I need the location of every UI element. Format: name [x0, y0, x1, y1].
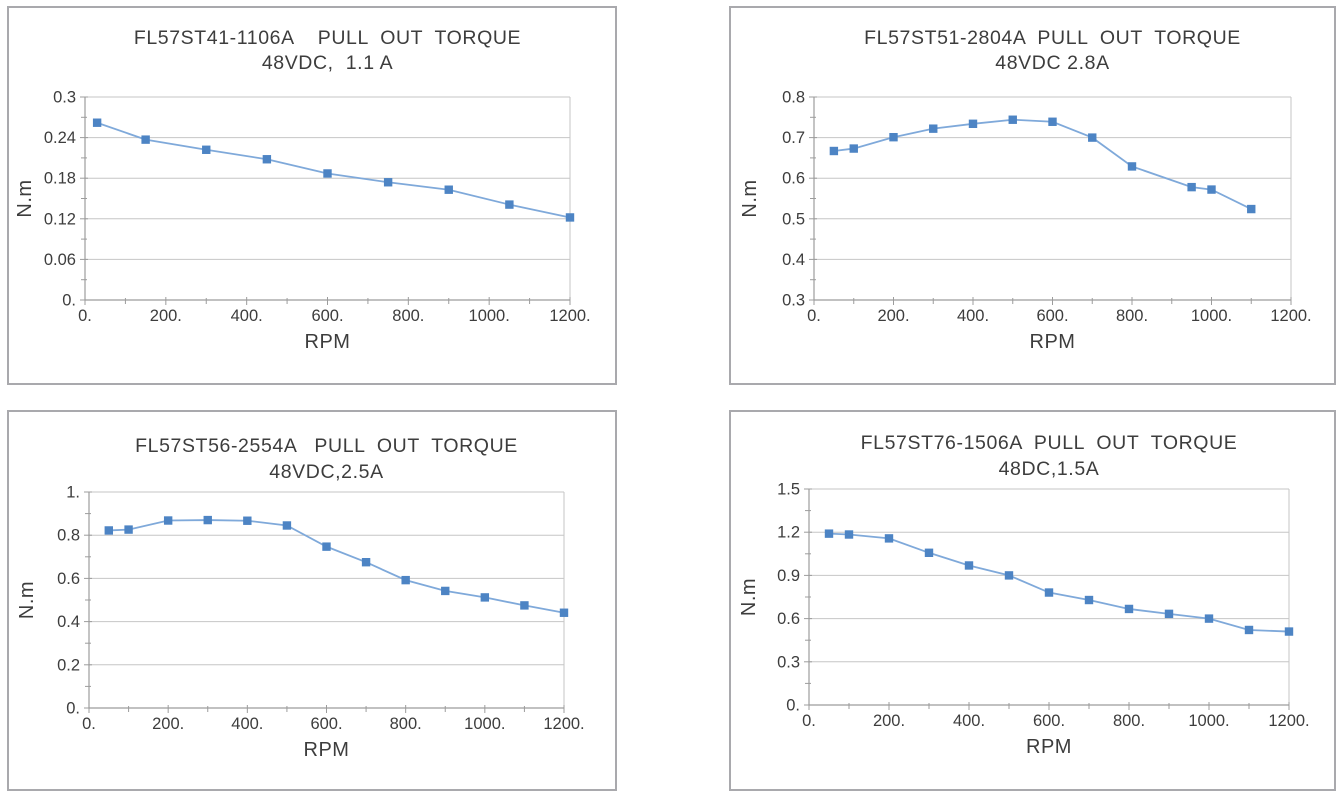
svg-text:600.: 600. [311, 307, 343, 325]
svg-text:0.: 0. [82, 715, 96, 733]
svg-text:0.3: 0.3 [777, 653, 800, 671]
chart-title-line1: FL57ST76-1506A PULL OUT TORQUE [861, 432, 1238, 454]
svg-text:400.: 400. [953, 712, 985, 730]
svg-text:0.4: 0.4 [782, 251, 805, 269]
chart-title-line1: FL57ST56-2554A PULL OUT TORQUE [135, 435, 518, 457]
chart-panel-fl57st51-2804a: 0.3 0.4 0.5 0.6 0.7 0.8 0. 200. 400. 600. 800. 1000… [729, 6, 1336, 385]
chart-title-line2: 48VDC, 1.1 A [262, 52, 393, 74]
svg-text:0.9: 0.9 [777, 567, 800, 585]
chart-panel-fl57st76-1506a: 0. 0.3 0.6 0.9 1.2 1.5 0. 200. 400. 600. 800. 1000.… [729, 410, 1336, 791]
chart-plot-area: 0. 0.3 0.6 0.9 1.2 1.5 0. 200. 400. 600. 800. 1000.… [777, 481, 1310, 731]
svg-text:400.: 400. [957, 307, 989, 325]
svg-text:0.3: 0.3 [782, 292, 805, 310]
svg-text:0.5: 0.5 [782, 210, 805, 228]
svg-text:200.: 200. [873, 712, 905, 730]
chart-plot-area: 0. 0.06 0.12 0.18 0.24 0.3 0. 200. 400. 600. 800. 1… [44, 89, 591, 326]
svg-text:0.06: 0.06 [44, 251, 76, 269]
svg-text:1000.: 1000. [1191, 307, 1232, 325]
svg-text:800.: 800. [1116, 307, 1148, 325]
svg-text:800.: 800. [390, 715, 422, 733]
chart-title-line2: 48DC,1.5A [999, 458, 1100, 480]
chart-title-line2: 48VDC,2.5A [269, 461, 383, 483]
svg-text:0.: 0. [78, 307, 92, 325]
chart-title-line1: FL57ST41-1106A PULL OUT TORQUE [134, 27, 521, 49]
svg-text:1.5: 1.5 [777, 481, 800, 499]
svg-text:0.2: 0.2 [57, 656, 80, 674]
svg-text:1200.: 1200. [1270, 307, 1311, 325]
y-axis-label: N.m [738, 578, 760, 616]
x-axis-label: RPM [305, 331, 351, 353]
svg-text:0.: 0. [66, 700, 80, 718]
svg-text:1200.: 1200. [1268, 712, 1309, 730]
svg-text:0.: 0. [62, 292, 76, 310]
y-axis-label: N.m [16, 581, 38, 619]
chart-title-line2: 48VDC 2.8A [995, 52, 1109, 74]
chart-plot-area: 0. 0.2 0.4 0.6 0.8 1. 0. 200. 400. 600. 800. 1000. 1… [57, 484, 585, 734]
chart-panel-fl57st41-1106a: 0. 0.06 0.12 0.18 0.24 0.3 0. 200. 400. 600. 800. 1… [7, 6, 617, 385]
svg-text:400.: 400. [231, 307, 263, 325]
svg-text:200.: 200. [150, 307, 182, 325]
svg-text:200.: 200. [152, 715, 184, 733]
torque-chart-fl57st51-2804a: 0.3 0.4 0.5 0.6 0.7 0.8 0. 200. 400. 600. 800. 1000… [739, 27, 1312, 353]
svg-text:1000.: 1000. [464, 715, 505, 733]
svg-text:600.: 600. [1033, 712, 1065, 730]
svg-text:0.: 0. [786, 697, 800, 715]
torque-chart-fl57st76-1506a: 0. 0.3 0.6 0.9 1.2 1.5 0. 200. 400. 600. 800. 1000.… [738, 432, 1310, 758]
svg-text:1.2: 1.2 [777, 524, 800, 542]
svg-text:800.: 800. [1113, 712, 1145, 730]
svg-text:1000.: 1000. [1188, 712, 1229, 730]
chart-panel-fl57st56-2554a: 0. 0.2 0.4 0.6 0.8 1. 0. 200. 400. 600. 800. 1000. 1… [7, 410, 617, 791]
svg-text:400.: 400. [231, 715, 263, 733]
svg-text:0.: 0. [802, 712, 816, 730]
svg-text:1.: 1. [66, 484, 80, 502]
x-axis-label: RPM [1026, 736, 1072, 758]
svg-text:0.8: 0.8 [57, 527, 80, 545]
svg-text:0.12: 0.12 [44, 210, 76, 228]
svg-text:1200.: 1200. [549, 307, 590, 325]
svg-text:600.: 600. [310, 715, 342, 733]
x-axis-label: RPM [1030, 331, 1076, 353]
svg-text:0.6: 0.6 [782, 170, 805, 188]
x-axis-label: RPM [304, 739, 350, 761]
svg-text:0.6: 0.6 [777, 610, 800, 628]
svg-text:0.6: 0.6 [57, 570, 80, 588]
svg-text:1200.: 1200. [543, 715, 584, 733]
torque-chart-fl57st56-2554a: 0. 0.2 0.4 0.6 0.8 1. 0. 200. 400. 600. 800. 1000. 1… [16, 435, 585, 761]
svg-text:600.: 600. [1036, 307, 1068, 325]
svg-text:0.: 0. [807, 307, 821, 325]
svg-text:0.8: 0.8 [782, 89, 805, 107]
svg-text:0.3: 0.3 [53, 89, 76, 107]
svg-text:0.18: 0.18 [44, 170, 76, 188]
y-axis-label: N.m [739, 179, 761, 217]
y-axis-label: N.m [14, 179, 36, 217]
chart-plot-area: 0.3 0.4 0.5 0.6 0.7 0.8 0. 200. 400. 600. 800. 1000… [782, 89, 1312, 326]
svg-text:200.: 200. [877, 307, 909, 325]
svg-text:0.7: 0.7 [782, 129, 805, 147]
svg-text:0.24: 0.24 [44, 129, 76, 147]
chart-title-line1: FL57ST51-2804A PULL OUT TORQUE [864, 27, 1241, 49]
torque-chart-fl57st41-1106a: 0. 0.06 0.12 0.18 0.24 0.3 0. 200. 400. 600. 800. 1… [14, 27, 591, 353]
svg-text:800.: 800. [392, 307, 424, 325]
svg-text:1000.: 1000. [469, 307, 510, 325]
svg-text:0.4: 0.4 [57, 613, 80, 631]
